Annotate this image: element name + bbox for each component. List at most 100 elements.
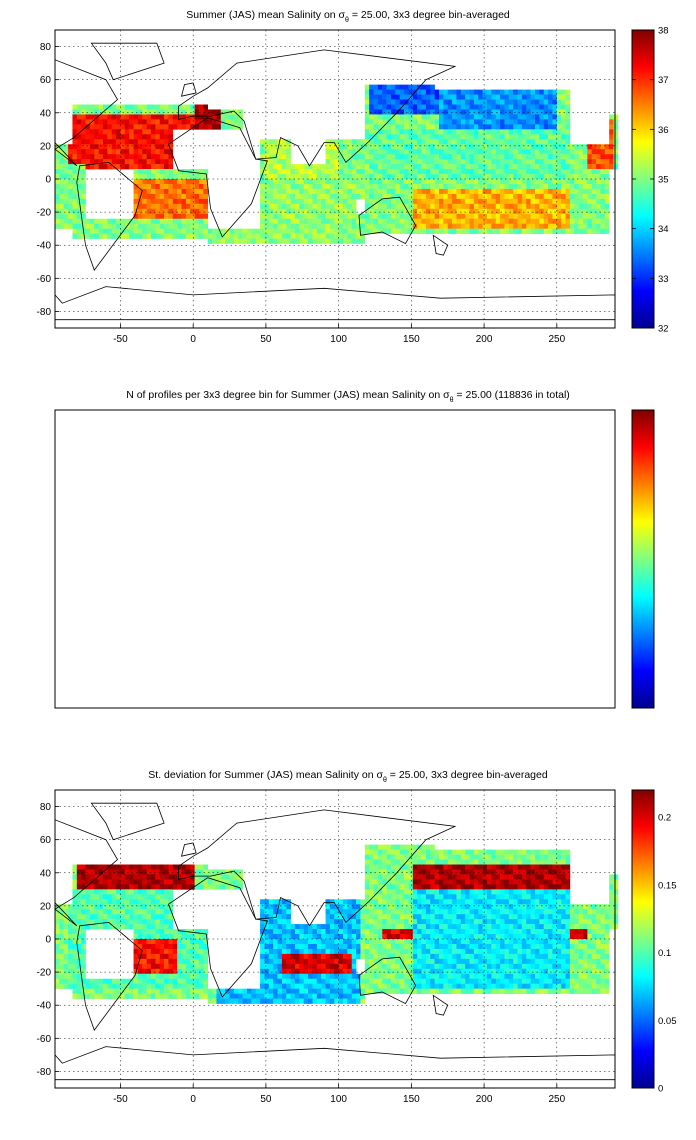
heatmap-cell: [264, 154, 270, 160]
heatmap-cell: [321, 968, 326, 975]
heatmap-cell: [68, 149, 73, 155]
heatmap-cell: [521, 169, 527, 175]
heatmap-cell: [151, 988, 156, 994]
heatmap-cell: [487, 94, 492, 100]
heatmap-cell: [321, 998, 326, 1004]
heatmap-cell: [316, 174, 322, 180]
heatmap-cell: [500, 119, 505, 125]
heatmap-cell: [404, 894, 409, 900]
heatmap-cell: [491, 218, 497, 224]
heatmap-cell: [329, 144, 335, 150]
heatmap-cell: [72, 934, 78, 940]
heatmap-cell: [151, 228, 156, 234]
heatmap-cell: [159, 909, 165, 915]
heatmap-cell: [146, 218, 152, 224]
heatmap-cell: [521, 188, 527, 195]
heatmap-cell: [308, 998, 313, 1004]
heatmap-cell: [408, 924, 414, 930]
heatmap-cell: [321, 993, 326, 999]
heatmap-cell: [194, 958, 200, 965]
heatmap-cell: [111, 159, 117, 165]
heatmap-cell: [417, 953, 422, 960]
heatmap-cell: [404, 844, 409, 850]
heatmap-cell: [382, 958, 387, 965]
heatmap-cell: [273, 233, 278, 239]
heatmap-cell: [596, 159, 601, 165]
heatmap-cell: [417, 188, 422, 195]
heatmap-cell: [203, 203, 209, 210]
heatmap-cell: [447, 963, 453, 970]
heatmap-cell: [417, 939, 422, 945]
heatmap-cell: [59, 953, 65, 960]
heatmap-cell: [473, 89, 479, 95]
heatmap-cell: [177, 884, 182, 890]
heatmap-cell: [574, 208, 579, 215]
heatmap-cell: [168, 983, 174, 989]
heatmap-cell: [443, 919, 449, 925]
heatmap-cell: [386, 854, 392, 860]
heatmap-cell: [286, 233, 291, 239]
heatmap-cell: [194, 934, 200, 940]
heatmap-cell: [521, 208, 527, 215]
heatmap-cell: [487, 188, 492, 195]
heatmap-cell: [325, 203, 331, 210]
heatmap-cell: [308, 943, 313, 950]
heatmap-cell: [347, 159, 353, 165]
heatmap-cell: [146, 943, 152, 950]
heatmap-cell: [68, 144, 73, 150]
heatmap-cell: [526, 129, 531, 135]
heatmap-cell: [439, 879, 444, 885]
heatmap-cell: [251, 988, 257, 994]
heatmap-cell: [159, 193, 165, 200]
heatmap-cell: [386, 958, 392, 965]
colorbar-tick-label: 33: [658, 274, 669, 285]
heatmap-cell: [164, 943, 169, 950]
heatmap-cell: [587, 203, 593, 210]
heatmap-cell: [268, 958, 274, 965]
heatmap-cell: [338, 149, 344, 155]
heatmap-cell: [456, 849, 462, 855]
heatmap-cell: [552, 139, 558, 145]
heatmap-cell: [460, 213, 466, 220]
heatmap-cell: [116, 919, 121, 925]
heatmap-cell: [604, 208, 610, 215]
heatmap-cell: [76, 919, 82, 925]
heatmap-cell: [59, 218, 65, 224]
heatmap-cell: [408, 144, 414, 150]
heatmap-cell: [408, 124, 414, 130]
heatmap-cell: [417, 129, 422, 135]
heatmap-cell: [504, 228, 510, 234]
heatmap-cell: [203, 953, 209, 960]
heatmap-cell: [329, 213, 335, 220]
heatmap-cell: [556, 193, 562, 200]
heatmap-cell: [55, 914, 60, 920]
heatmap-cell: [351, 164, 357, 170]
heatmap-cell: [404, 884, 409, 890]
heatmap-cell: [569, 149, 575, 155]
heatmap-cell: [260, 998, 265, 1004]
heatmap-cell: [430, 899, 435, 905]
heatmap-cell: [290, 203, 296, 210]
heatmap-cell: [321, 198, 326, 205]
heatmap-cell: [369, 149, 374, 155]
heatmap-cell: [421, 899, 427, 905]
heatmap-cell: [216, 998, 222, 1004]
heatmap-cell: [76, 159, 82, 165]
heatmap-cell: [425, 854, 431, 860]
heatmap-cell: [377, 129, 383, 135]
heatmap-cell: [478, 213, 483, 220]
heatmap-cell: [591, 208, 597, 215]
heatmap-cell: [465, 869, 470, 875]
heatmap-cell: [430, 914, 435, 920]
heatmap-cell: [286, 998, 291, 1004]
heatmap-cell: [539, 159, 545, 165]
heatmap-cell: [334, 228, 339, 234]
heatmap-cell: [556, 144, 562, 150]
heatmap-cell: [460, 228, 466, 234]
heatmap-cell: [473, 943, 479, 950]
heatmap-cell: [303, 238, 309, 244]
heatmap-cell: [85, 164, 91, 170]
heatmap-cell: [482, 139, 488, 145]
heatmap-cell: [277, 943, 283, 950]
heatmap-cell: [487, 109, 492, 115]
